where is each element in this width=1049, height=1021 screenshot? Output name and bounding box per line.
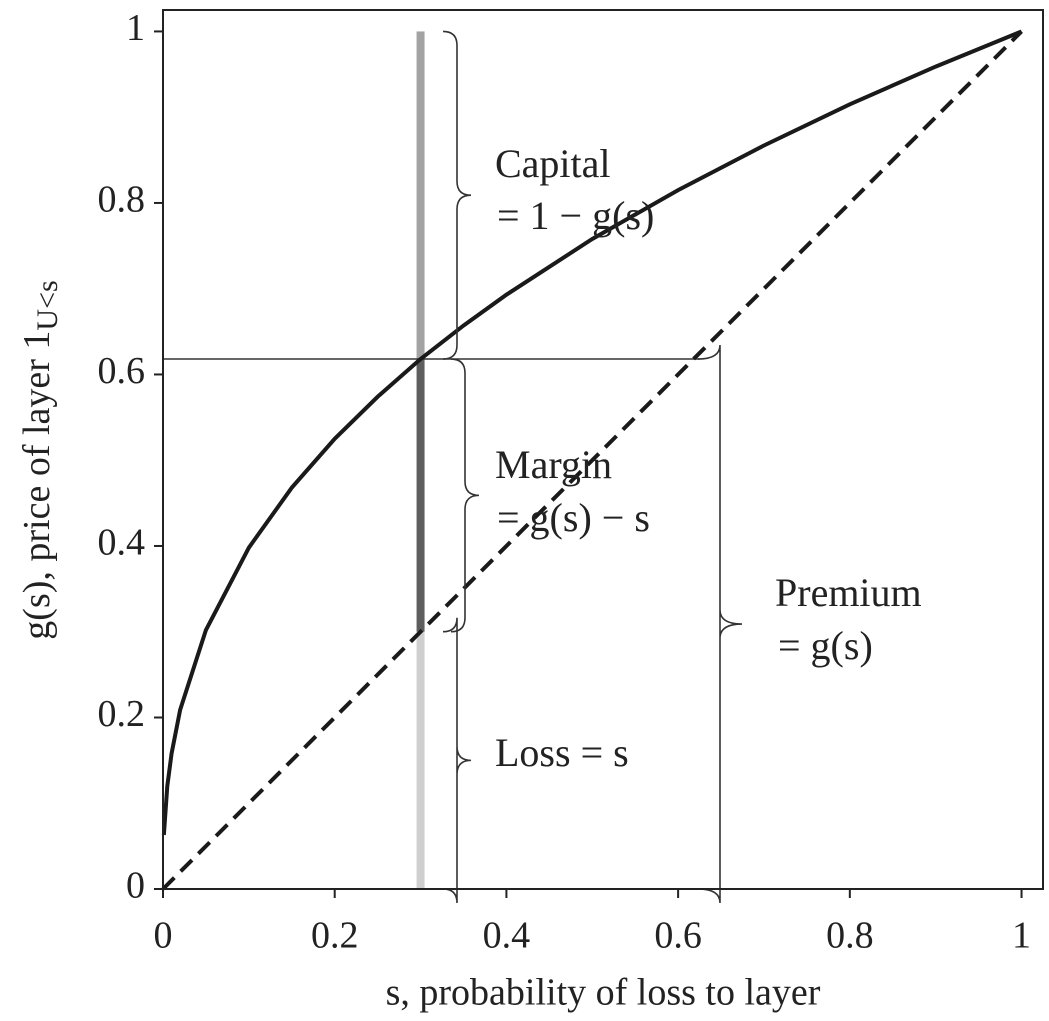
annotation: = g(s) xyxy=(778,623,873,668)
data-line xyxy=(161,29,1023,836)
annotation: = g(s) − s xyxy=(497,495,650,540)
x-tick-label: 1 xyxy=(1012,915,1031,957)
brace xyxy=(697,344,743,904)
y-tick-label: 0.2 xyxy=(98,693,146,735)
brace xyxy=(442,617,472,904)
stack-segment xyxy=(416,631,425,889)
y-tick-label: 1 xyxy=(126,7,145,49)
annotation: Margin xyxy=(495,442,612,487)
annotation: Loss = s xyxy=(495,730,629,775)
y-tick-label: 0.8 xyxy=(98,179,146,221)
y-tick-label: 0.4 xyxy=(98,522,146,564)
annotation: = 1 − g(s) xyxy=(497,193,654,238)
x-tick-label: 0 xyxy=(154,915,173,957)
y-axis-label: g(s), price of layer 1U<s xyxy=(16,280,64,639)
plot-frame xyxy=(162,9,1044,890)
x-tick-label: 0.6 xyxy=(654,915,702,957)
x-tick-label: 0.2 xyxy=(311,915,359,957)
x-tick-label: 0.8 xyxy=(826,915,874,957)
brace xyxy=(450,358,480,633)
y-tick-label: 0 xyxy=(126,865,145,907)
x-tick-label: 0.4 xyxy=(483,915,531,957)
annotation: Premium xyxy=(775,570,922,615)
y-label-subscript: U<s xyxy=(31,280,64,330)
y-label-main: g(s), price of layer 1 xyxy=(16,331,58,640)
y-tick-label: 0.6 xyxy=(98,350,146,392)
brace xyxy=(442,30,472,360)
annotation: Capital xyxy=(495,141,611,186)
x-axis-label: s, probability of loss to layer xyxy=(386,972,821,1014)
stack-segment xyxy=(416,31,425,360)
data-line xyxy=(161,30,1023,891)
stack-segment xyxy=(416,359,425,632)
